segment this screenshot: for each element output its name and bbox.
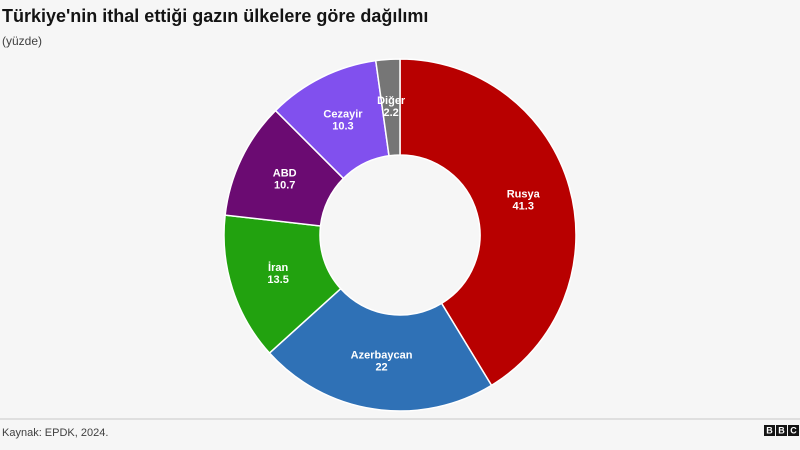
slice-value: 22 <box>375 362 387 374</box>
slice-value: 13.5 <box>267 274 288 286</box>
chart-title: Türkiye'nin ithal ettiği gazın ülkelere … <box>2 6 428 26</box>
slice-label: Azerbaycan <box>351 350 413 362</box>
slice-value: 2.2 <box>384 107 399 119</box>
slice <box>374 58 401 157</box>
logo-box <box>776 425 787 436</box>
logo-box <box>764 425 775 436</box>
slice <box>399 58 577 387</box>
chart-subtitle: (yüzde) <box>2 34 42 48</box>
logo-letter: B <box>766 425 773 435</box>
slice <box>268 287 493 412</box>
slice-label: Diğer <box>377 95 406 107</box>
slice-label: Rusya <box>507 188 541 200</box>
logo-letter: C <box>790 425 797 435</box>
slice-value: 10.3 <box>332 120 353 132</box>
slice-value: 41.3 <box>513 200 534 212</box>
slice-label: ABD <box>273 167 297 179</box>
source-note: Kaynak: EPDK, 2024. <box>2 427 108 439</box>
slice-label: Cezayir <box>323 108 363 120</box>
logo-letter: B <box>778 425 785 435</box>
slice-value: 10.7 <box>274 179 295 191</box>
logo-box <box>788 425 799 436</box>
slice-label: İran <box>268 261 288 274</box>
